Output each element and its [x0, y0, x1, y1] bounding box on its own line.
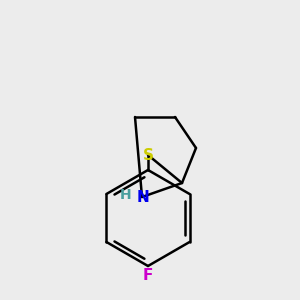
Text: F: F [143, 268, 153, 284]
Text: S: S [142, 148, 154, 163]
Text: N: N [136, 190, 149, 205]
Text: H: H [120, 188, 132, 202]
